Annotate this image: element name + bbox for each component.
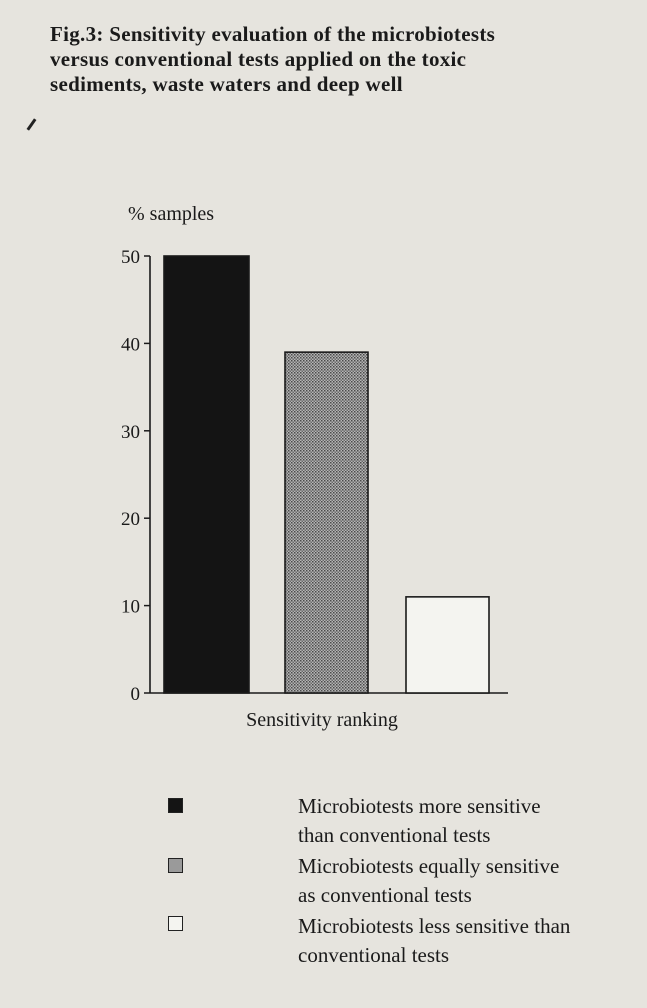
caption-line: sediments, waste waters and deep well bbox=[50, 72, 403, 96]
y-axis-label: % samples bbox=[128, 203, 214, 225]
legend-swatch-stippled bbox=[168, 858, 183, 873]
legend-label: as conventional tests bbox=[298, 883, 472, 907]
x-axis-label: Sensitivity ranking bbox=[246, 709, 398, 731]
bar-1 bbox=[163, 255, 250, 694]
y-tick-label: 10 bbox=[121, 597, 140, 618]
bar-3 bbox=[405, 596, 490, 694]
figure-caption: Fig.3: Sensitivity evaluation of the mic… bbox=[50, 22, 620, 97]
legend-swatch-solid bbox=[168, 798, 183, 813]
y-tick-label: 20 bbox=[121, 509, 140, 530]
y-tick-label: 0 bbox=[131, 684, 141, 705]
legend-label: Microbiotests less sensitive than bbox=[298, 914, 571, 938]
y-tick-label: 30 bbox=[121, 422, 140, 443]
legend-label: Microbiotests equally sensitive bbox=[298, 854, 560, 878]
bar-2 bbox=[284, 351, 369, 694]
legend-swatch-empty bbox=[168, 916, 183, 931]
caption-line: versus conventional tests applied on the… bbox=[50, 47, 467, 71]
legend-label: conventional tests bbox=[298, 943, 450, 967]
y-tick-label: 40 bbox=[121, 334, 140, 355]
y-tick-label: 50 bbox=[121, 247, 140, 268]
legend-label: Microbiotests more sensitive bbox=[298, 794, 541, 818]
caption-line: Fig.3: Sensitivity evaluation of the mic… bbox=[50, 22, 496, 46]
legend-label: than conventional tests bbox=[298, 823, 491, 847]
